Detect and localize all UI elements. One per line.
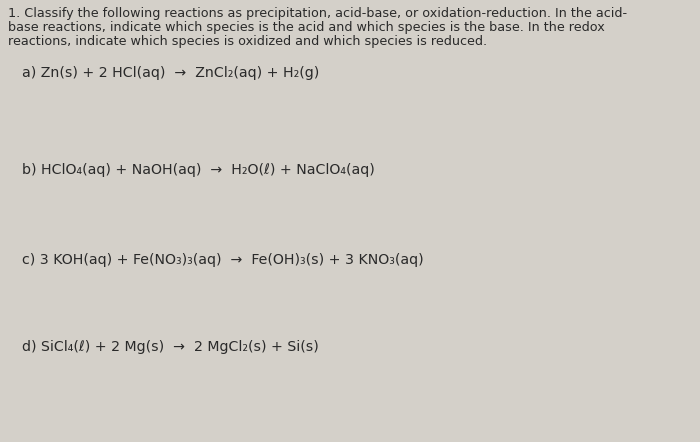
Text: base reactions, indicate which species is the acid and which species is the base: base reactions, indicate which species i…: [8, 21, 605, 34]
Text: c) 3 KOH(aq) + Fe(NO₃)₃(aq)  →  Fe(OH)₃(s) + 3 KNO₃(aq): c) 3 KOH(aq) + Fe(NO₃)₃(aq) → Fe(OH)₃(s)…: [22, 253, 424, 267]
Text: a) Zn(s) + 2 HCl(aq)  →  ZnCl₂(aq) + H₂(g): a) Zn(s) + 2 HCl(aq) → ZnCl₂(aq) + H₂(g): [22, 66, 320, 80]
Text: d) SiCl₄(ℓ) + 2 Mg(s)  →  2 MgCl₂(s) + Si(s): d) SiCl₄(ℓ) + 2 Mg(s) → 2 MgCl₂(s) + Si(…: [22, 340, 319, 354]
Text: 1. Classify the following reactions as precipitation, acid-base, or oxidation-re: 1. Classify the following reactions as p…: [8, 7, 627, 20]
Text: reactions, indicate which species is oxidized and which species is reduced.: reactions, indicate which species is oxi…: [8, 35, 487, 48]
Text: b) HClO₄(aq) + NaOH(aq)  →  H₂O(ℓ) + NaClO₄(aq): b) HClO₄(aq) + NaOH(aq) → H₂O(ℓ) + NaClO…: [22, 163, 375, 177]
